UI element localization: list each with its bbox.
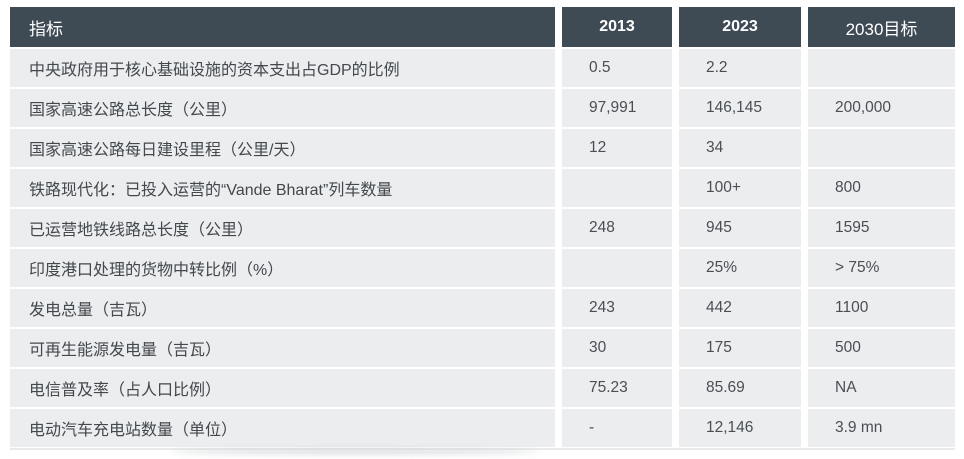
indicator-cell: 铁路现代化：已投入运营的“Vande Bharat”列车数量 <box>10 169 555 207</box>
value-2023: 146,145 <box>679 89 801 127</box>
value-2030: NA <box>808 369 955 407</box>
value-2030 <box>808 129 955 167</box>
value-2013: 12 <box>562 129 672 167</box>
indicator-cell: 印度港口处理的货物中转比例（%） <box>10 249 555 287</box>
value-2030: 800 <box>808 169 955 207</box>
value-2013: 75.23 <box>562 369 672 407</box>
value-2023: 442 <box>679 289 801 327</box>
value-2023: 12,146 <box>679 409 801 447</box>
value-2013 <box>562 169 672 207</box>
value-2023: 945 <box>679 209 801 247</box>
indicator-cell: 可再生能源发电量（吉瓦） <box>10 329 555 367</box>
indicator-cell: 已运营地铁线路总长度（公里） <box>10 209 555 247</box>
value-2023: 25% <box>679 249 801 287</box>
value-2030: 1100 <box>808 289 955 327</box>
value-2030: 1595 <box>808 209 955 247</box>
value-2013: 0.5 <box>562 49 672 87</box>
value-2023: 85.69 <box>679 369 801 407</box>
indicator-cell: 国家高速公路每日建设里程（公里/天） <box>10 129 555 167</box>
header-cell-indicator: 指标 <box>10 7 555 47</box>
value-2023: 100+ <box>679 169 801 207</box>
value-2023: 34 <box>679 129 801 167</box>
value-2013: 243 <box>562 289 672 327</box>
value-2013: 30 <box>562 329 672 367</box>
indicator-cell: 电动汽车充电站数量（单位） <box>10 409 555 447</box>
value-2030: 500 <box>808 329 955 367</box>
value-2013: - <box>562 409 672 447</box>
value-2030: 3.9 mn <box>808 409 955 447</box>
value-2030: > 75% <box>808 249 955 287</box>
value-2023: 2.2 <box>679 49 801 87</box>
value-2013: 248 <box>562 209 672 247</box>
value-2030 <box>808 49 955 87</box>
value-2030: 200,000 <box>808 89 955 127</box>
value-2023: 175 <box>679 329 801 367</box>
indicator-cell: 电信普及率（占人口比例） <box>10 369 555 407</box>
value-2013 <box>562 249 672 287</box>
value-2013: 97,991 <box>562 89 672 127</box>
header-cell-2013: 2013 <box>562 7 672 47</box>
indicator-cell: 中央政府用于核心基础设施的资本支出占GDP的比例 <box>10 49 555 87</box>
indicators-table: 指标 2013 2023 2030目标 中央政府用于核心基础设施的资本支出占GD… <box>10 7 955 447</box>
table-shadow <box>170 449 540 454</box>
header-cell-2030-target: 2030目标 <box>808 7 955 47</box>
indicator-cell: 发电总量（吉瓦） <box>10 289 555 327</box>
indicator-cell: 国家高速公路总长度（公里） <box>10 89 555 127</box>
header-cell-2023: 2023 <box>679 7 801 47</box>
